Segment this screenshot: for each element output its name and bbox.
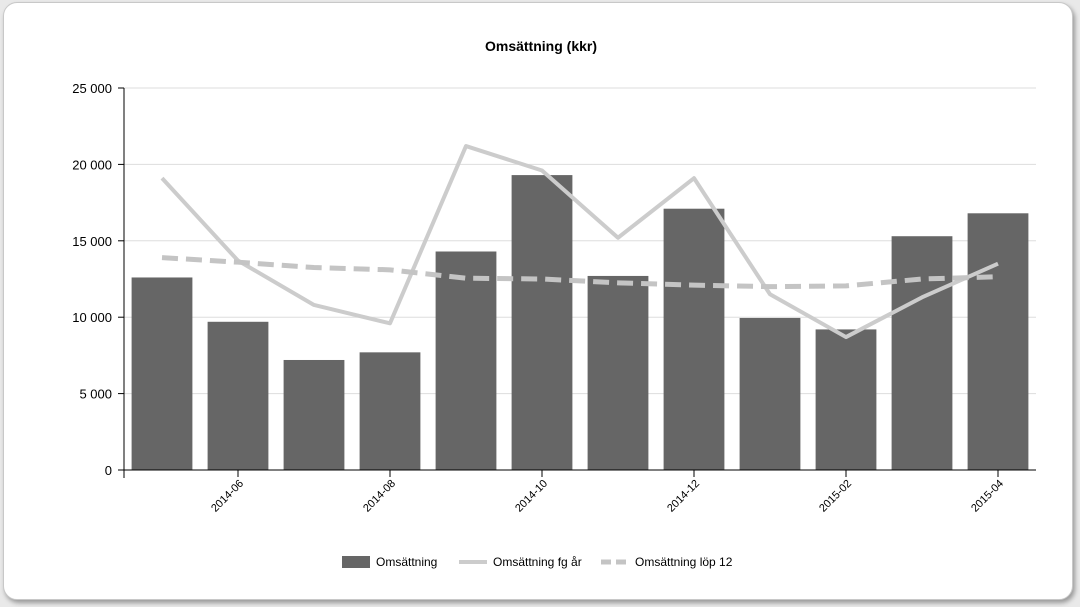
bar (815, 329, 877, 470)
legend-item: Omsättning fg år (459, 555, 582, 569)
chart-card: Omsättning (kkr) 0 5 000 10 000 15 000 20 00… (3, 2, 1073, 600)
x-tick-label: 2015-04 (969, 478, 1006, 515)
chart-title: Omsättning (kkr) (485, 38, 597, 54)
bar (359, 352, 421, 470)
bar (663, 208, 725, 470)
y-tick-label: 15 000 (72, 234, 112, 249)
bar (207, 321, 269, 470)
bar (511, 175, 573, 470)
axes (118, 88, 1036, 478)
y-tick-label: 5 000 (79, 387, 112, 402)
legend-swatch (342, 556, 370, 568)
bar (435, 251, 497, 470)
chart-svg: Omsättning (kkr) 0 5 000 10 000 15 000 20 00… (72, 38, 1036, 569)
legend-label: Omsättning (376, 555, 437, 569)
bar (967, 213, 1029, 470)
x-axis-ticks: 2014-06 2014-08 2014-10 2014-12 2015-02 2015-… (209, 470, 1006, 515)
legend-label: Omsättning löp 12 (635, 555, 733, 569)
x-tick-label: 2015-02 (817, 478, 854, 515)
bar-series (131, 175, 1029, 470)
legend-label: Omsättning fg år (493, 555, 582, 569)
series-line-rolling-12 (161, 255, 999, 290)
bar (131, 277, 193, 470)
bar (891, 236, 953, 470)
y-tick-label: 20 000 (72, 157, 112, 172)
bar (587, 275, 649, 470)
x-tick-label: 2014-08 (361, 478, 398, 515)
x-tick-label: 2014-06 (209, 478, 246, 515)
bar (739, 317, 801, 470)
legend-item: Omsättning löp 12 (601, 555, 733, 569)
y-tick-label: 25 000 (72, 81, 112, 96)
x-tick-label: 2014-10 (513, 478, 550, 515)
x-tick-label: 2014-12 (665, 478, 702, 515)
y-axis-ticks: 0 5 000 10 000 15 000 20 000 25 000 (72, 81, 124, 478)
legend-item: Omsättning (342, 555, 437, 569)
legend: Omsättning Omsättning fg år Omsättning löp… (342, 555, 733, 569)
series-line-previous-year (160, 144, 999, 340)
line-series (160, 144, 999, 340)
y-tick-label: 0 (105, 463, 112, 478)
bar (283, 359, 345, 470)
y-tick-label: 10 000 (72, 310, 112, 325)
